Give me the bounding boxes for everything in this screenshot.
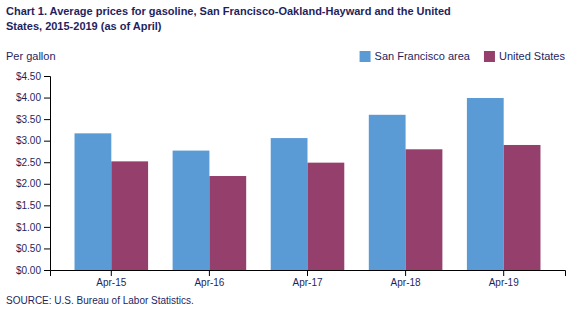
tick: $0.00 (16, 265, 50, 276)
tick-label: Apr-18 (391, 277, 421, 288)
tick-mark (44, 141, 50, 142)
series (75, 98, 504, 270)
axis-line (51, 271, 566, 277)
x-axis: Apr-15 Apr-16 Apr-17 Apr-18 Apr-19 (51, 270, 566, 288)
tick-mark (44, 248, 50, 249)
tick-mark (44, 227, 50, 228)
tick: $3.50 (16, 114, 50, 125)
bar (504, 145, 541, 270)
tick-mark (44, 205, 50, 206)
bar (173, 151, 210, 270)
title: Chart 1. Average prices for gasoline, Sa… (6, 5, 451, 17)
tick-label: Apr-15 (96, 277, 126, 288)
bar (271, 138, 308, 270)
legend-item: United States (484, 50, 566, 62)
annotation: SOURCE: U.S. Bureau of Labor Statistics. (6, 295, 194, 306)
tick-label: $4.50 (16, 71, 41, 82)
legend-swatch (360, 51, 371, 62)
legend-item: San Francisco area (360, 50, 471, 62)
plot: $0.00 $0.50 $1.00 $1.50 $2.00 $2.50 $3.00 $3.50… (16, 71, 566, 288)
tick-label: Apr-16 (194, 277, 224, 288)
tick-label: Apr-17 (292, 277, 322, 288)
tick-mark (44, 76, 50, 77)
y-axis: $0.00 $0.50 $1.00 $1.50 $2.00 $2.50 $3.00 $3.50… (16, 71, 51, 276)
axis-line (44, 77, 51, 271)
series (111, 145, 540, 270)
tick-label: $0.50 (16, 243, 41, 254)
tick: Apr-15 (96, 270, 126, 288)
bar (75, 133, 112, 270)
legend-swatch (484, 51, 495, 62)
tick-label: $3.00 (16, 135, 41, 146)
tick: $0.50 (16, 243, 50, 254)
tick-label: Apr-19 (489, 277, 519, 288)
tick-mark (44, 162, 50, 163)
tick-mark (44, 119, 50, 120)
tick: $2.50 (16, 157, 50, 168)
bar (406, 149, 443, 270)
tick-label: $2.00 (16, 178, 41, 189)
tick-label: $1.50 (16, 200, 41, 211)
legend-label: United States (499, 50, 566, 62)
bar (111, 161, 148, 270)
tick-mark (405, 270, 406, 276)
tick-label: $4.00 (16, 92, 41, 103)
tick-mark (209, 270, 210, 276)
tick: $4.50 (16, 71, 50, 82)
tick: Apr-16 (194, 270, 224, 288)
legend: United States San Francisco area (360, 50, 566, 62)
bar (467, 98, 504, 270)
tick-label: $2.50 (16, 157, 41, 168)
tick-mark (503, 270, 504, 276)
bar (209, 176, 246, 270)
tick-mark (44, 98, 50, 99)
title: States, 2015-2019 (as of April) (6, 20, 162, 32)
bar (369, 115, 406, 270)
tick: $1.00 (16, 222, 50, 233)
tick-mark (111, 270, 112, 276)
tick: $4.00 (16, 92, 50, 103)
tick-label: $1.00 (16, 222, 41, 233)
tick-mark (307, 270, 308, 276)
y-axis-label: Per gallon (6, 50, 56, 62)
legend-label: San Francisco area (375, 50, 471, 62)
bars (75, 98, 541, 270)
tick-mark (44, 184, 50, 185)
tick: $2.00 (16, 178, 50, 189)
bar (308, 163, 345, 270)
tick-mark (44, 270, 50, 271)
tick: Apr-17 (292, 270, 322, 288)
chart: Chart 1. Average prices for gasoline, Sa… (0, 0, 579, 310)
tick: $1.50 (16, 200, 50, 211)
tick: $3.00 (16, 135, 50, 146)
tick: Apr-18 (391, 270, 421, 288)
tick: Apr-19 (489, 270, 519, 288)
tick-label: $3.50 (16, 114, 41, 125)
tick-label: $0.00 (16, 265, 41, 276)
